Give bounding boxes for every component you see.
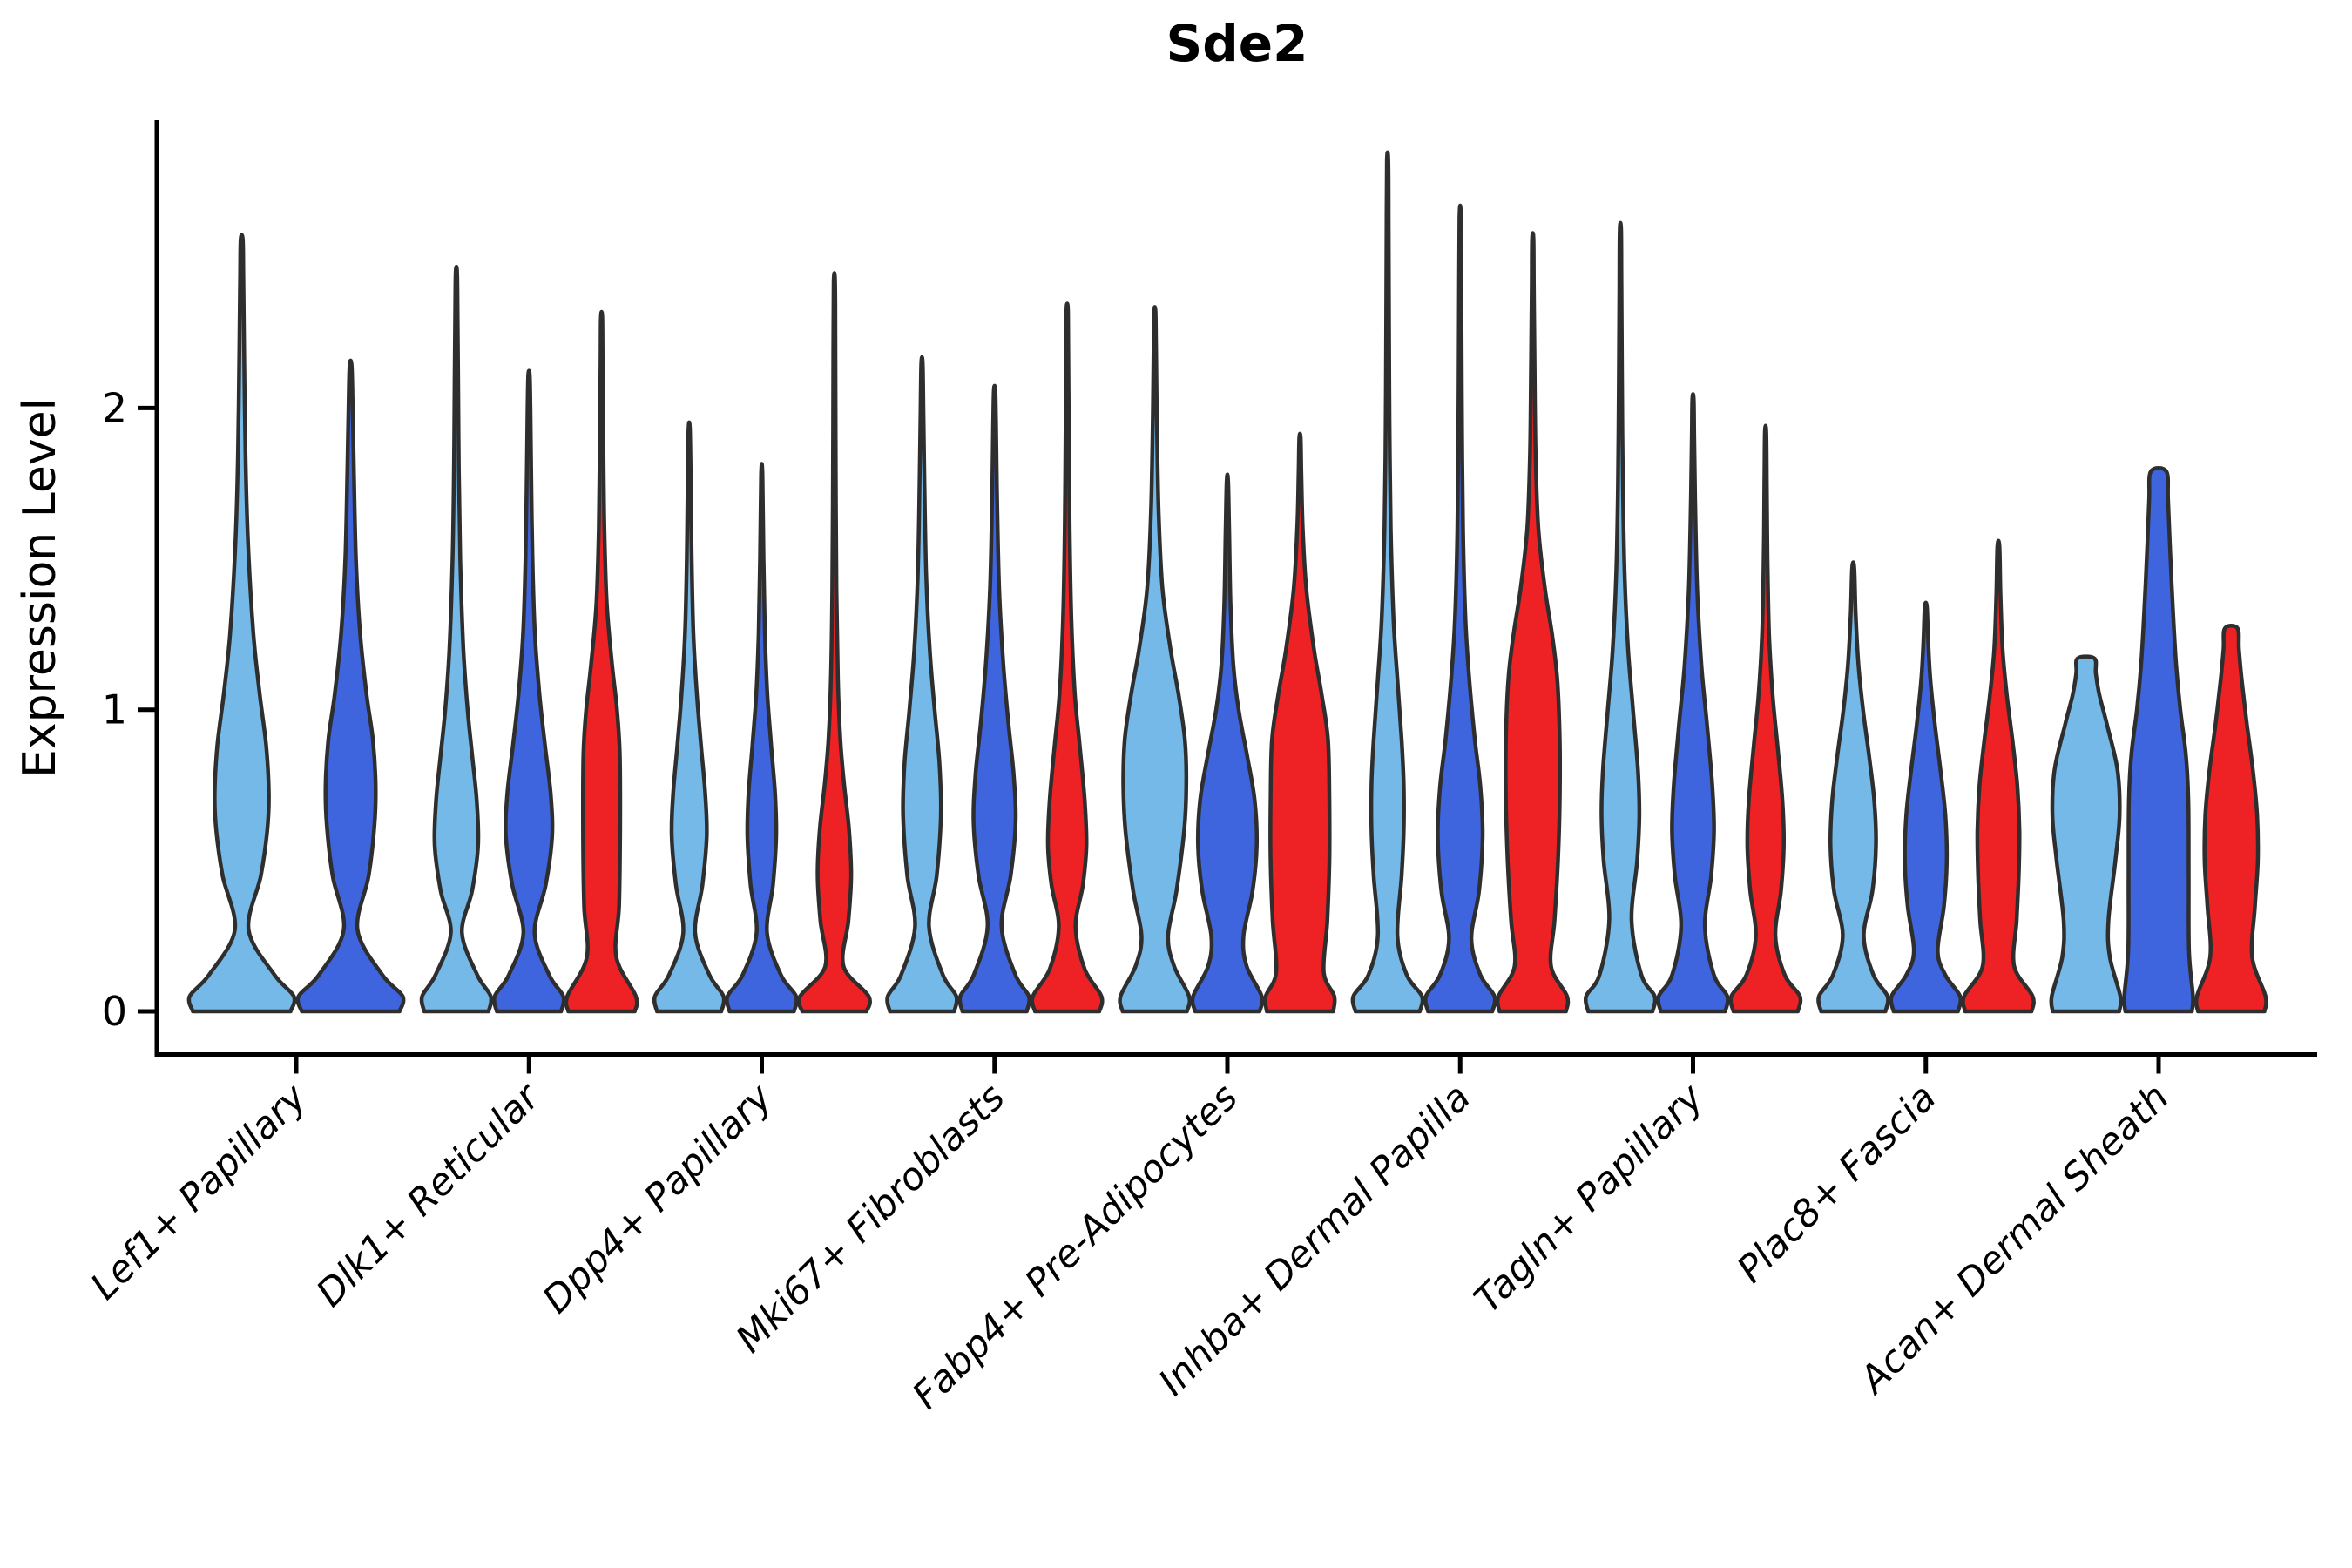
- violin-7-red: [1961, 538, 2036, 1014]
- violin-3-light_blue: [885, 355, 959, 1014]
- x-tick-label: Dpp4+ Papillary: [535, 1076, 781, 1322]
- violin-1-dark_blue: [491, 368, 566, 1014]
- violin-0-dark_blue: [295, 358, 406, 1014]
- x-tick-label: Plac8+ Fascia: [1729, 1076, 1945, 1292]
- y-tick-label: 2: [102, 384, 127, 431]
- x-tick-label: Mki67+ Fibroblasts: [728, 1076, 1014, 1362]
- violin-2-red: [796, 271, 872, 1014]
- chart-title: Sde2: [1166, 14, 1308, 73]
- violin-8-light_blue: [2049, 654, 2123, 1014]
- x-tick-label: Lef1+ Papillary: [83, 1076, 315, 1308]
- violin-4-light_blue: [1118, 305, 1192, 1014]
- violin-1-red: [564, 309, 639, 1014]
- violin-6-light_blue: [1583, 220, 1658, 1014]
- x-tick-label: Dlk1+ Reticular: [308, 1074, 550, 1315]
- violin-2-light_blue: [652, 420, 727, 1014]
- violin-5-light_blue: [1350, 150, 1425, 1014]
- violin-4-red: [1263, 431, 1337, 1014]
- violin-0-light_blue: [186, 233, 297, 1014]
- y-tick-label: 1: [102, 686, 127, 733]
- violin-5-red: [1495, 231, 1571, 1014]
- x-tick-label: Tagln+ Papillary: [1466, 1076, 1713, 1322]
- violin-2-dark_blue: [725, 462, 799, 1014]
- violin-6-dark_blue: [1656, 392, 1730, 1014]
- violin-3-red: [1030, 301, 1105, 1014]
- violin-6-red: [1728, 423, 1803, 1014]
- violin-1-light_blue: [419, 264, 494, 1014]
- violin-8-dark_blue: [2122, 465, 2195, 1014]
- violin-5-dark_blue: [1423, 203, 1497, 1014]
- violin-7-dark_blue: [1889, 600, 1963, 1014]
- y-tick-label: 0: [102, 988, 127, 1035]
- violin-4-dark_blue: [1190, 472, 1265, 1014]
- violin-3-dark_blue: [957, 383, 1031, 1014]
- violin-8-red: [2193, 623, 2268, 1014]
- violin-7-light_blue: [1816, 560, 1890, 1014]
